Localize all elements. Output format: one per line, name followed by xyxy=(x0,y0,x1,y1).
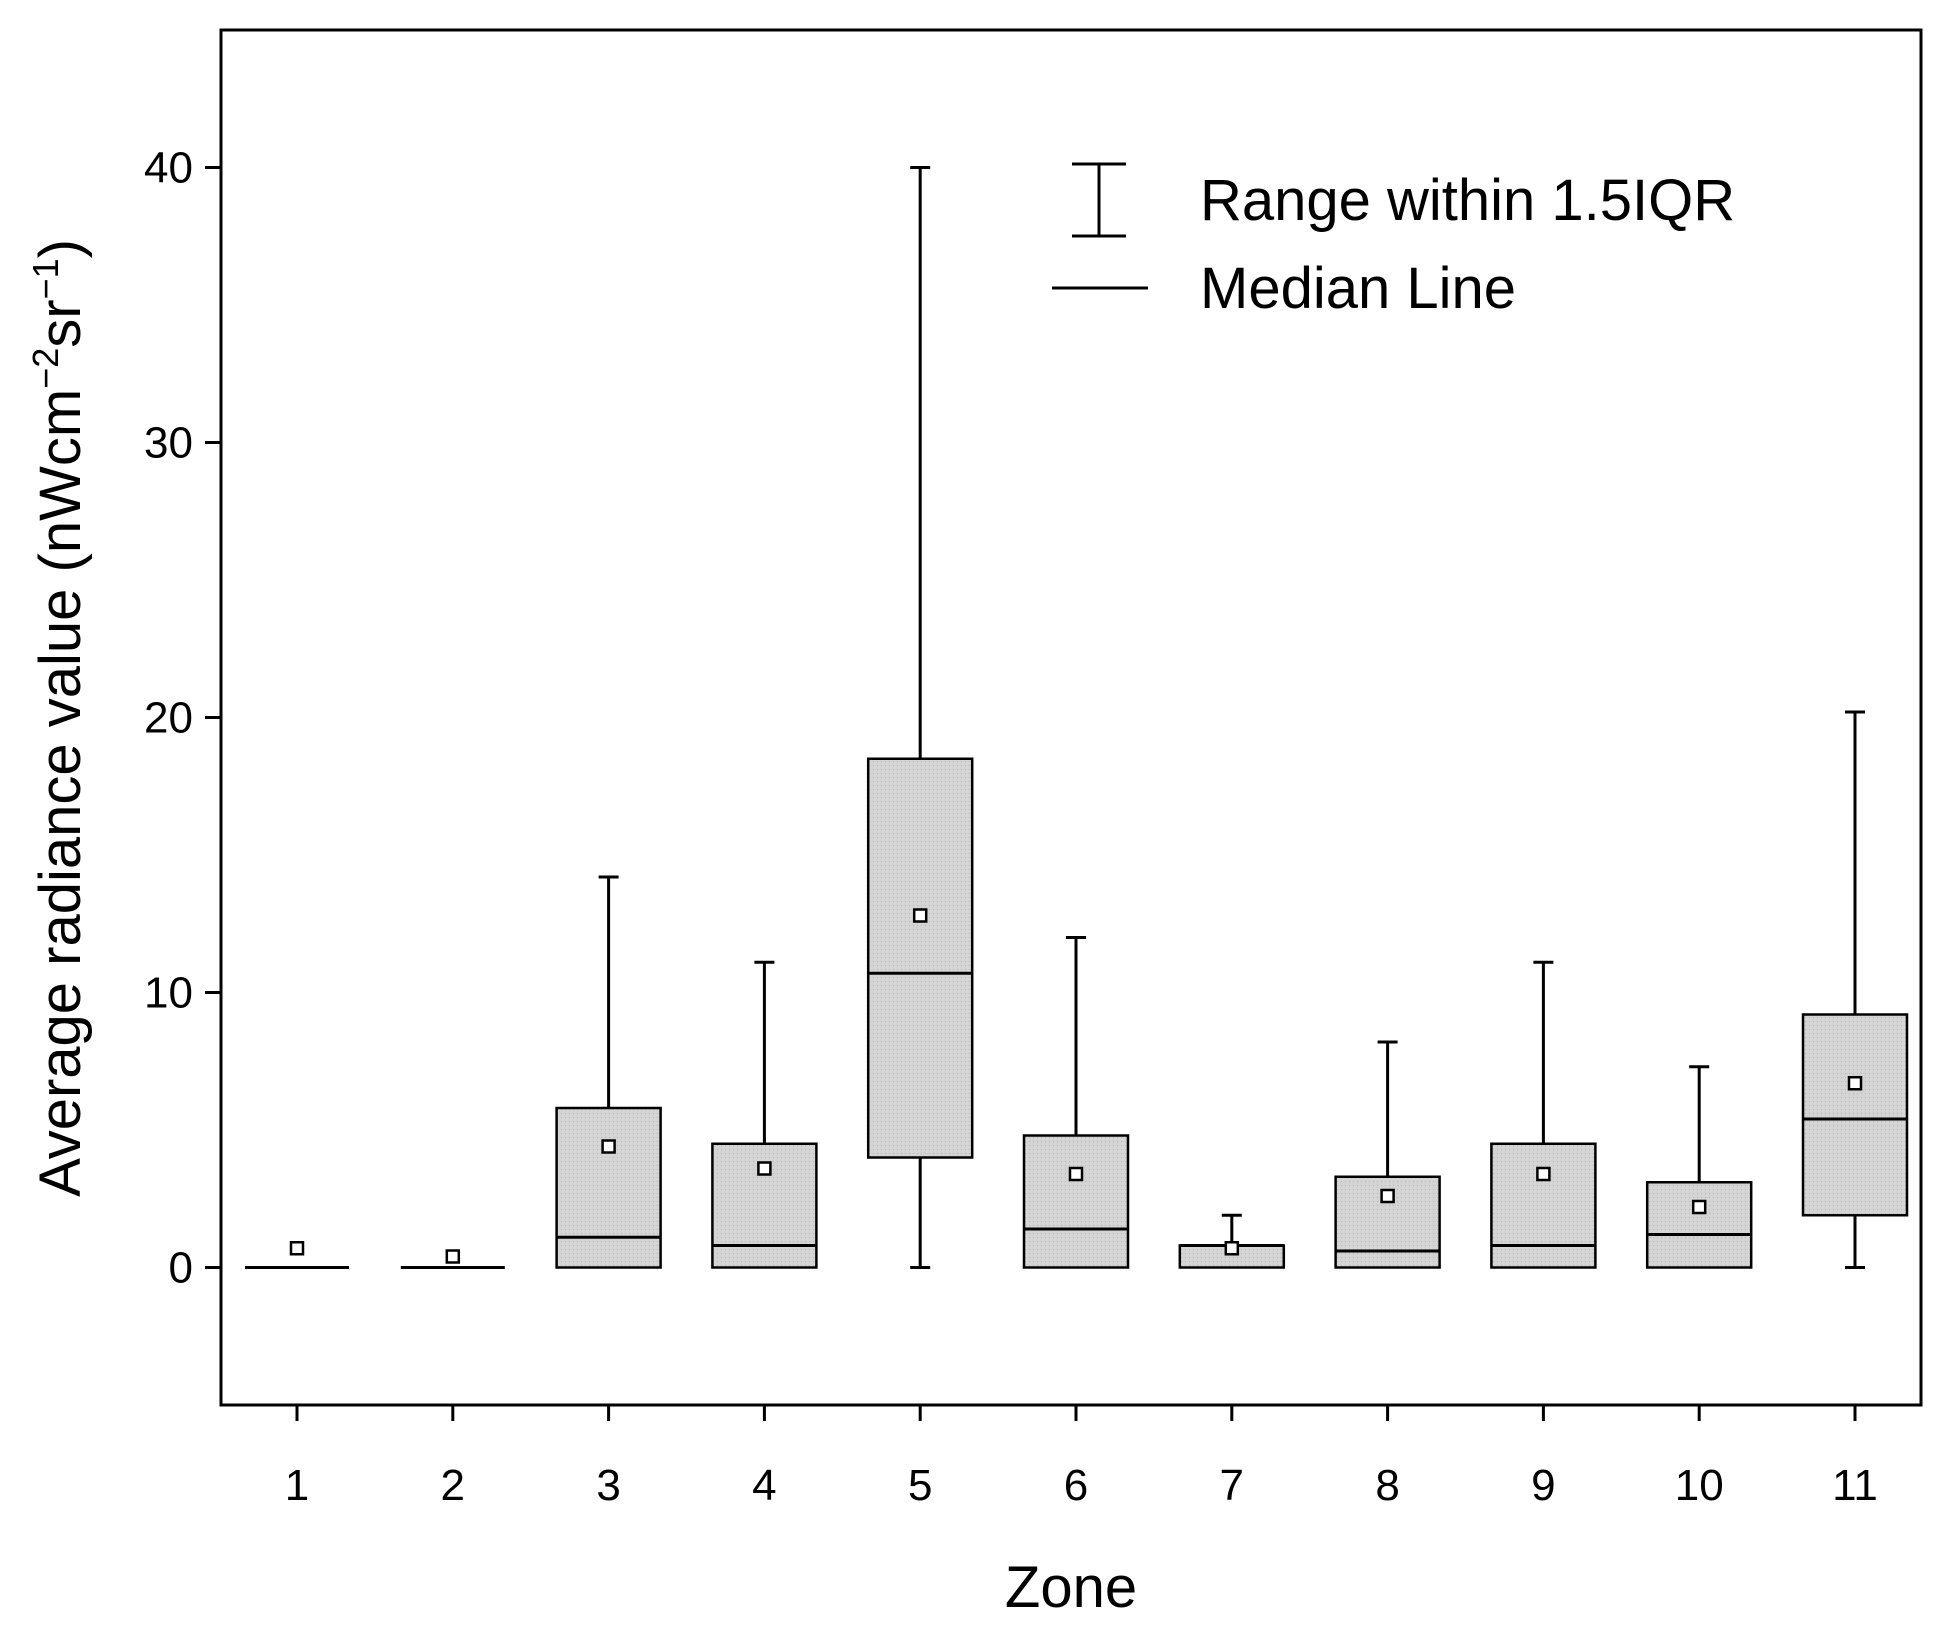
mean-marker xyxy=(1380,1188,1395,1204)
y-axis-title-sup1: −2 xyxy=(25,348,66,389)
y-axis: 0 10 20 30 40 xyxy=(144,144,221,1293)
x-tick-label: 7 xyxy=(1220,1461,1244,1510)
iqr-box xyxy=(1801,1013,1909,1217)
box-zone-11 xyxy=(1801,710,1909,1269)
y-axis-title-main: Average radiance value (nWcm xyxy=(28,389,93,1197)
mean-marker xyxy=(289,1241,305,1256)
x-tick-label: 6 xyxy=(1064,1461,1088,1510)
mean-marker xyxy=(601,1139,616,1154)
y-axis-title-mid: sr xyxy=(28,299,93,347)
box-series xyxy=(245,166,1909,1269)
x-tick-label: 3 xyxy=(596,1461,620,1510)
legend: Range within 1.5IQR Median Line xyxy=(1052,162,1735,321)
box-zone-1 xyxy=(245,1241,349,1269)
box-zone-7 xyxy=(1178,1213,1286,1269)
mean-marker xyxy=(1536,1166,1551,1182)
x-tick-label: 10 xyxy=(1675,1461,1724,1510)
y-axis-title-sup2: −1 xyxy=(25,258,66,299)
box-zone-2 xyxy=(400,1249,505,1269)
box-zone-6 xyxy=(1022,936,1130,1269)
box-zone-10 xyxy=(1645,1065,1753,1269)
iqr-box xyxy=(866,757,974,1159)
y-axis-title: Average radiance value (nWcm−2sr−1) xyxy=(25,239,93,1197)
iqr-box xyxy=(1645,1181,1753,1269)
x-axis-title: Zone xyxy=(1005,1555,1137,1620)
y-tick-label: 40 xyxy=(144,144,193,193)
box-zone-9 xyxy=(1490,960,1597,1269)
mean-marker xyxy=(1691,1199,1707,1215)
iqr-box xyxy=(1490,1142,1597,1269)
mean-marker xyxy=(1068,1166,1084,1182)
mean-marker xyxy=(757,1161,772,1176)
y-tick-label: 30 xyxy=(144,419,193,468)
legend-label-median: Median Line xyxy=(1200,256,1516,321)
x-tick-label: 5 xyxy=(908,1461,932,1510)
x-tick-label: 2 xyxy=(441,1461,465,1510)
legend-label-range: Range within 1.5IQR xyxy=(1200,168,1735,233)
x-tick-label: 4 xyxy=(752,1461,776,1510)
y-tick-label: 10 xyxy=(144,969,193,1018)
y-axis-title-end: ) xyxy=(28,239,93,258)
box-zone-4 xyxy=(711,960,818,1269)
x-tick-label: 9 xyxy=(1531,1461,1555,1510)
mean-marker xyxy=(912,908,928,923)
y-tick-label: 0 xyxy=(169,1244,193,1293)
x-tick-label: 11 xyxy=(1832,1461,1878,1510)
x-tick-label: 1 xyxy=(285,1461,309,1510)
box-zone-3 xyxy=(555,875,662,1269)
mean-marker xyxy=(445,1249,461,1264)
mean-marker xyxy=(1847,1076,1863,1091)
iqr-box xyxy=(555,1106,662,1269)
box-zone-8 xyxy=(1334,1040,1441,1269)
iqr-box xyxy=(1022,1134,1130,1269)
y-tick-label: 20 xyxy=(144,694,193,743)
box-zone-5 xyxy=(866,166,974,1269)
mean-marker xyxy=(1224,1241,1240,1256)
x-tick-label: 8 xyxy=(1375,1461,1399,1510)
legend-whisker-symbol xyxy=(1072,162,1126,238)
x-axis: 1 2 3 4 5 6 7 8 9 10 11 xyxy=(285,1405,1878,1510)
